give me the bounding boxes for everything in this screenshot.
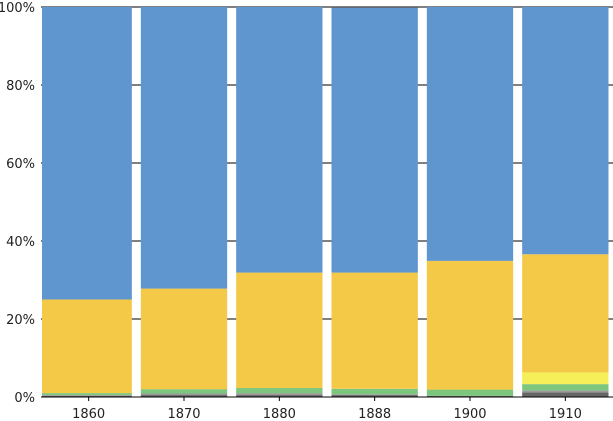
y-tick-label: 60% [6,157,35,172]
bar-segment [522,392,609,397]
bar-segment [331,272,418,389]
bar-segment [140,395,228,397]
bar-segment [140,393,228,396]
y-tick-label: 100% [0,1,35,16]
bar-segment [140,389,228,394]
bar-segment [426,7,514,261]
bar-segment [236,272,323,389]
y-tick-label: 20% [6,313,35,328]
bar-segment [331,394,418,396]
bar-segment [236,7,323,273]
bar-segment [522,390,609,393]
bar-segment [426,389,514,396]
bar-segment [42,395,132,397]
bar-segment [42,393,132,396]
y-tick-label: 0% [14,391,35,406]
bar-segment [331,388,418,395]
bar-segment [42,395,132,396]
bar-segment [522,372,609,385]
y-tick-label: 80% [6,79,35,94]
y-tick-label: 40% [6,235,35,250]
x-tick-label: 1860 [72,407,105,421]
bar-segment [236,395,323,397]
bar-segment [522,7,609,255]
bars-layer [42,7,609,397]
bar-segment [522,254,609,373]
bar-segment [426,260,514,390]
bar-segment [140,7,228,289]
bar-segment [140,288,228,390]
x-tick-label: 1900 [453,407,486,421]
bar-segment [236,388,323,394]
bar-segment [42,7,132,300]
x-tick-label: 1910 [549,407,582,421]
bar-segment [331,395,418,397]
x-tick-label: 1870 [167,407,200,421]
x-tick-label: 1880 [263,407,296,421]
bar-segment [331,7,418,273]
bar-segment [42,299,132,394]
bar-segment [236,393,323,396]
bar-segment [522,384,609,391]
bar-segment [426,395,514,397]
x-tick-label: 1888 [358,407,391,421]
